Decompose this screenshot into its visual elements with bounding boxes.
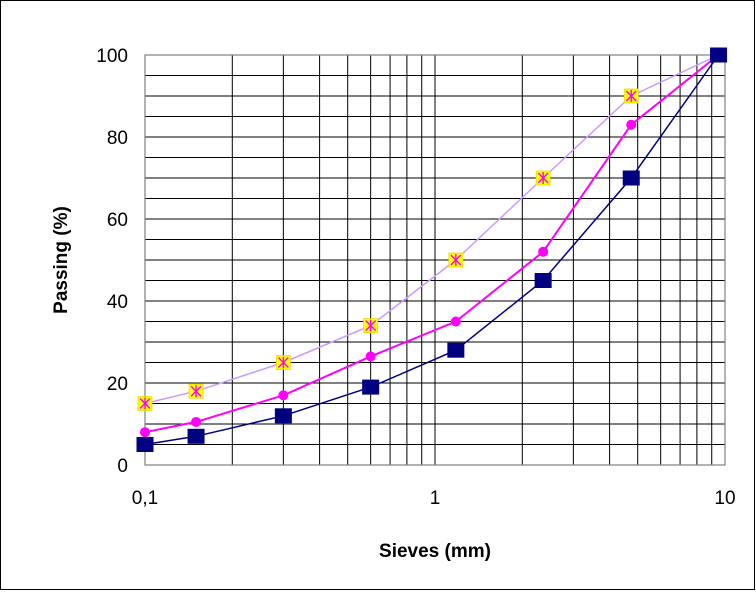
- series-2-point: [538, 246, 549, 257]
- series-1-point: [187, 428, 205, 444]
- series-1-point: [274, 408, 292, 424]
- series-3-point: [623, 88, 639, 104]
- y-tick-label: 20: [107, 374, 128, 395]
- series-3-point: [448, 252, 464, 268]
- y-tick-label: 0: [117, 456, 128, 477]
- series-layer: [136, 47, 728, 452]
- x-tick-label: 0,1: [132, 488, 158, 509]
- series-3-point: [137, 396, 153, 411]
- y-tick-label: 100: [96, 46, 128, 67]
- y-tick-label: 40: [107, 292, 128, 313]
- series-3-point: [363, 318, 379, 334]
- series-2-point: [278, 390, 289, 401]
- y-axis-title: Passing (%): [51, 206, 72, 314]
- series-1-point: [447, 342, 465, 358]
- plot-area: [144, 54, 726, 466]
- series-line-1: [144, 54, 720, 446]
- series-3-point: [535, 170, 551, 186]
- series-2-point: [140, 427, 150, 438]
- x-tick-label: 1: [430, 488, 441, 509]
- x-tick-label: 10: [714, 488, 735, 509]
- series-1-point: [710, 47, 728, 63]
- series-3-point: [188, 383, 204, 399]
- series-1-point: [136, 437, 154, 452]
- series-2-point: [191, 416, 202, 427]
- series-3-point: [275, 355, 291, 370]
- grid: [144, 54, 726, 466]
- series-1-point: [622, 170, 640, 186]
- y-tick-label: 60: [107, 210, 128, 231]
- x-axis-title: Sieves (mm): [379, 541, 491, 562]
- series-2-point: [365, 351, 376, 362]
- series-2-point: [450, 316, 461, 327]
- series-2-point: [626, 119, 637, 130]
- series-line-3: [144, 54, 719, 405]
- series-1-point: [362, 379, 380, 395]
- y-tick-label: 80: [107, 128, 128, 149]
- series-1-point: [534, 273, 552, 288]
- series-line-2: [144, 54, 720, 434]
